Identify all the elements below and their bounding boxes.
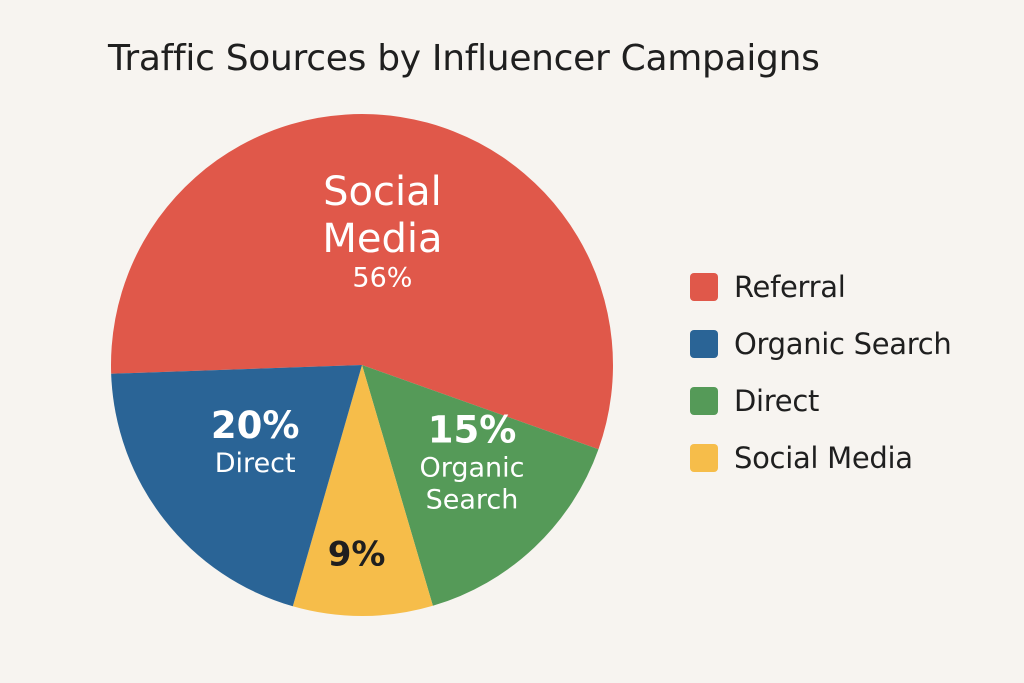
legend-swatch xyxy=(690,386,718,415)
pie-slice-direct xyxy=(111,365,363,607)
legend-item-social-media: Social Media xyxy=(690,429,1010,486)
chart-title: Traffic Sources by Influencer Campaigns xyxy=(108,38,820,79)
slice-name-label-social-media-1: Media xyxy=(322,216,442,262)
slice-percent-label-social-media: 56% xyxy=(352,263,412,294)
slice-percent-label-social-media-yellow: 9% xyxy=(328,534,386,574)
slice-name-label-social-media-0: Social xyxy=(323,169,442,215)
pie-slice-social-media-yellow xyxy=(292,365,433,617)
slice-percent-label-direct: 20% xyxy=(211,404,300,447)
legend-item-referral: Referral xyxy=(690,258,1010,315)
slice-name-label-organic-search-1: Organic xyxy=(419,453,524,484)
slice-name-label-organic-search-2: Search xyxy=(426,485,519,516)
legend-swatch xyxy=(690,443,718,472)
pie-slices xyxy=(110,114,613,617)
legend-item-direct: Direct xyxy=(690,372,1010,429)
pie-slice-organic-search xyxy=(362,365,599,606)
legend-item-organic-search: Organic Search xyxy=(690,315,1010,372)
legend: Referral Organic Search Direct Social Media xyxy=(690,258,1010,486)
slice-percent-label-organic-search: 15% xyxy=(428,409,517,452)
legend-swatch xyxy=(690,329,718,358)
legend-swatch xyxy=(690,272,718,301)
legend-label: Organic Search xyxy=(734,326,952,361)
pie-slice-social-media xyxy=(110,114,613,450)
legend-label: Direct xyxy=(734,383,820,418)
slice-name-label-direct-1: Direct xyxy=(215,448,296,479)
legend-label: Social Media xyxy=(734,440,913,475)
legend-label: Referral xyxy=(734,269,846,304)
